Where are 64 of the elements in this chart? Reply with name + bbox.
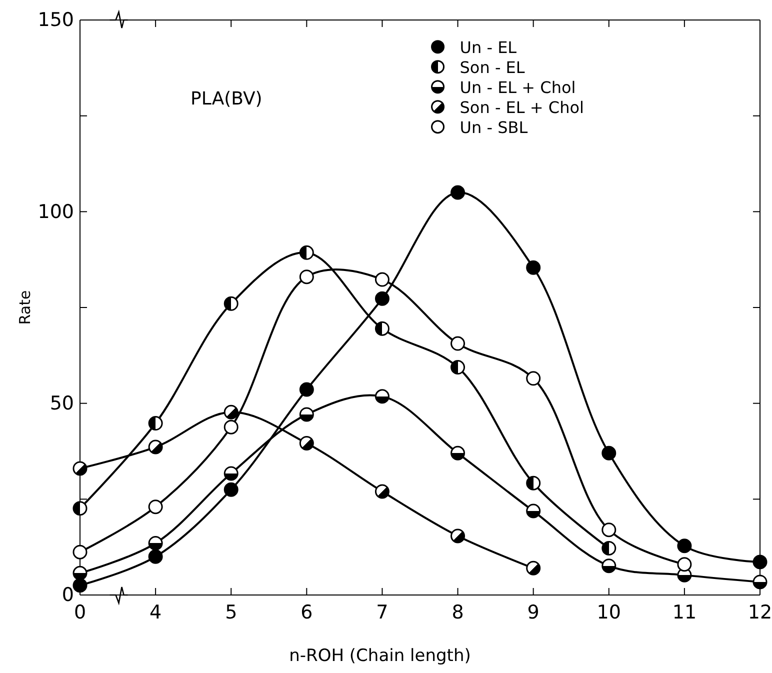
- point: [526, 260, 541, 275]
- x-axis-title: n-ROH (Chain length): [289, 646, 471, 666]
- point: [526, 504, 541, 518]
- x-tick-label: 5: [225, 601, 238, 624]
- point: [374, 291, 390, 306]
- point: [450, 528, 466, 544]
- point: [224, 466, 238, 481]
- text: PLA(BV): [190, 88, 262, 110]
- point: [148, 500, 163, 514]
- point: [72, 544, 88, 560]
- y-tick-label: 150: [38, 9, 74, 32]
- point: [450, 336, 466, 351]
- x-tick-label: 4: [150, 601, 162, 624]
- y-axis-title: Rate: [16, 290, 34, 325]
- point: [374, 321, 390, 336]
- x-tick-label: 11: [672, 601, 697, 624]
- point: [677, 538, 692, 554]
- point: [602, 558, 616, 574]
- point: [602, 540, 616, 556]
- point: [450, 185, 466, 200]
- point: [72, 566, 88, 580]
- point: [677, 557, 692, 572]
- point: [299, 270, 314, 284]
- point: [72, 501, 88, 516]
- point: [299, 382, 314, 397]
- legend-label: Un - EL: [460, 38, 517, 57]
- point: [224, 404, 238, 420]
- point: [224, 296, 238, 311]
- point: [224, 420, 238, 434]
- y-tick-label: 100: [38, 200, 74, 223]
- legend-label: Un - EL + Chol: [460, 78, 576, 97]
- x-tick-label: 6: [300, 601, 313, 624]
- point: [526, 476, 541, 490]
- point: [148, 549, 163, 564]
- point: [526, 371, 541, 386]
- y-tick-label: 50: [50, 392, 74, 414]
- point: [72, 578, 88, 593]
- point: [374, 389, 390, 404]
- point: [450, 360, 466, 375]
- point: [299, 436, 314, 450]
- point: [299, 407, 314, 422]
- y-tick-label: 0: [62, 584, 74, 606]
- point: [602, 522, 616, 538]
- point: [374, 484, 390, 499]
- point: [752, 574, 768, 590]
- point: [224, 482, 238, 497]
- legend-label: Son - EL + Chol: [460, 98, 584, 117]
- point: [526, 560, 541, 576]
- x-tick-label: 10: [596, 601, 621, 624]
- legend-label: Son - EL: [460, 58, 525, 77]
- point: [299, 245, 314, 260]
- point: [148, 440, 163, 454]
- x-tick-label: 8: [452, 601, 464, 624]
- point: [450, 446, 466, 460]
- point: [374, 272, 390, 287]
- point: [602, 446, 616, 460]
- x-tick-label: 7: [376, 601, 388, 624]
- point: [148, 416, 163, 431]
- point: [752, 554, 768, 570]
- legend-label: Un - SBL: [460, 118, 528, 137]
- point: [148, 536, 163, 550]
- x-tick-label: 9: [527, 601, 540, 624]
- point: [72, 461, 88, 476]
- x-tick-label: 12: [748, 601, 772, 624]
